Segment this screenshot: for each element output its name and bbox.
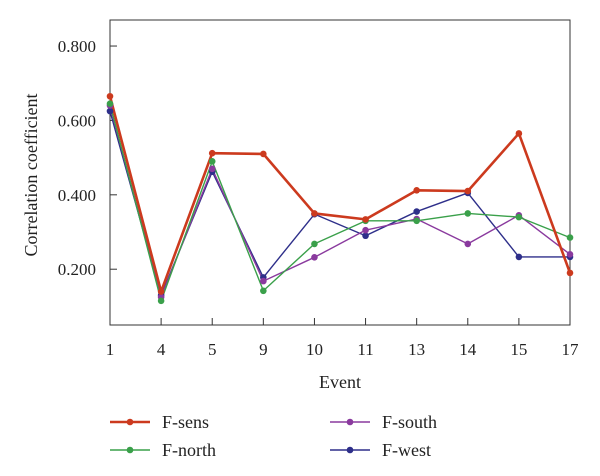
legend-marker-f-north xyxy=(126,446,134,454)
x-tick-label: 10 xyxy=(306,340,323,359)
data-point-f-west xyxy=(413,208,420,215)
x-axis-title: Event xyxy=(319,372,361,392)
series-line-f-south xyxy=(109,105,571,298)
data-point-f-south xyxy=(208,165,216,173)
data-point-f-west xyxy=(106,107,114,115)
y-tick-label: 0.800 xyxy=(58,37,96,56)
x-tick-label: 17 xyxy=(562,340,580,359)
data-point-f-sens xyxy=(311,210,318,217)
legend: F-sens F-north F-south F-west xyxy=(110,412,437,460)
series-points xyxy=(106,92,574,305)
x-tick-label: 4 xyxy=(157,340,166,359)
data-point-f-south xyxy=(566,251,574,258)
legend-label-f-west: F-west xyxy=(382,440,431,460)
data-point-f-north xyxy=(260,287,267,295)
data-point-f-south xyxy=(260,277,267,285)
data-point-f-south xyxy=(464,240,472,248)
data-point-f-sens xyxy=(157,288,165,295)
x-tick-label: 11 xyxy=(357,340,373,359)
data-point-f-north xyxy=(208,158,216,165)
y-tick-label: 0.200 xyxy=(58,260,96,279)
data-point-f-south xyxy=(311,254,318,261)
y-tick-label: 0.400 xyxy=(58,186,96,205)
x-tick-label: 1 xyxy=(106,340,115,359)
data-point-f-sens xyxy=(515,130,523,137)
data-point-f-north xyxy=(413,217,420,225)
data-point-f-north xyxy=(566,234,574,241)
data-point-f-north xyxy=(311,240,318,248)
data-point-f-west xyxy=(515,253,523,261)
data-point-f-south xyxy=(362,226,369,234)
x-tick-label: 14 xyxy=(459,340,477,359)
data-point-f-sens xyxy=(106,92,114,100)
x-tick-label: 13 xyxy=(408,340,425,359)
y-axis-title: Correlation coefficient xyxy=(21,93,41,256)
plot-frame xyxy=(109,19,571,326)
data-point-f-sens xyxy=(260,150,267,158)
x-tick-label: 15 xyxy=(510,340,527,359)
data-point-f-sens xyxy=(362,216,369,223)
series-line-f-sens xyxy=(108,95,572,293)
y-axis: 0.200 0.400 0.600 0.800 xyxy=(58,37,117,279)
data-point-f-north xyxy=(515,213,523,221)
data-point-f-sens xyxy=(464,187,472,195)
data-point-f-north xyxy=(464,210,472,217)
data-point-f-west xyxy=(362,232,369,240)
x-axis: 1 4 5 9 10 11 13 14 15 17 xyxy=(106,318,579,359)
x-tick-label: 9 xyxy=(259,340,268,359)
x-tick-label: 5 xyxy=(208,340,217,359)
legend-label-f-sens: F-sens xyxy=(162,412,209,432)
data-point-f-sens xyxy=(208,149,216,157)
y-tick-label: 0.600 xyxy=(58,111,96,130)
legend-label-f-north: F-north xyxy=(162,440,216,460)
legend-marker-f-south xyxy=(346,418,354,426)
series-line-f-west xyxy=(109,110,570,296)
legend-marker-f-west xyxy=(346,446,354,454)
data-point-f-north xyxy=(157,297,165,305)
data-point-f-sens xyxy=(566,269,574,277)
data-point-f-sens xyxy=(413,187,420,194)
legend-marker-f-sens xyxy=(126,418,134,426)
series-lines xyxy=(108,95,572,302)
series-line-f-north xyxy=(109,103,571,302)
legend-label-f-south: F-south xyxy=(382,412,437,432)
data-point-f-north xyxy=(106,100,114,107)
